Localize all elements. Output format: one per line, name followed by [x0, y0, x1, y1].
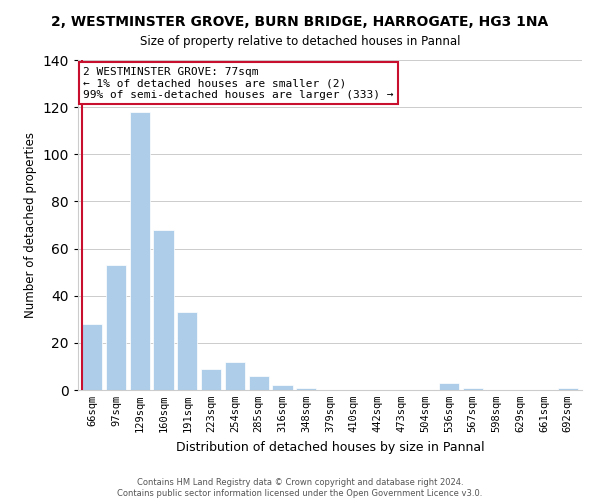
Text: Size of property relative to detached houses in Pannal: Size of property relative to detached ho…	[140, 35, 460, 48]
Bar	[272, 386, 293, 390]
Text: 2, WESTMINSTER GROVE, BURN BRIDGE, HARROGATE, HG3 1NA: 2, WESTMINSTER GROVE, BURN BRIDGE, HARRO…	[52, 15, 548, 29]
Text: 2 WESTMINSTER GROVE: 77sqm
← 1% of detached houses are smaller (2)
99% of semi-d: 2 WESTMINSTER GROVE: 77sqm ← 1% of detac…	[83, 66, 394, 100]
Bar	[557, 388, 578, 390]
Bar	[439, 383, 459, 390]
Bar	[248, 376, 269, 390]
Bar	[106, 265, 126, 390]
Bar	[82, 324, 103, 390]
X-axis label: Distribution of detached houses by size in Pannal: Distribution of detached houses by size …	[176, 440, 484, 454]
Bar	[130, 112, 150, 390]
Bar	[201, 369, 221, 390]
Bar	[154, 230, 173, 390]
Bar	[463, 388, 483, 390]
Bar	[225, 362, 245, 390]
Text: Contains HM Land Registry data © Crown copyright and database right 2024.
Contai: Contains HM Land Registry data © Crown c…	[118, 478, 482, 498]
Bar	[296, 388, 316, 390]
Bar	[177, 312, 197, 390]
Y-axis label: Number of detached properties: Number of detached properties	[24, 132, 37, 318]
